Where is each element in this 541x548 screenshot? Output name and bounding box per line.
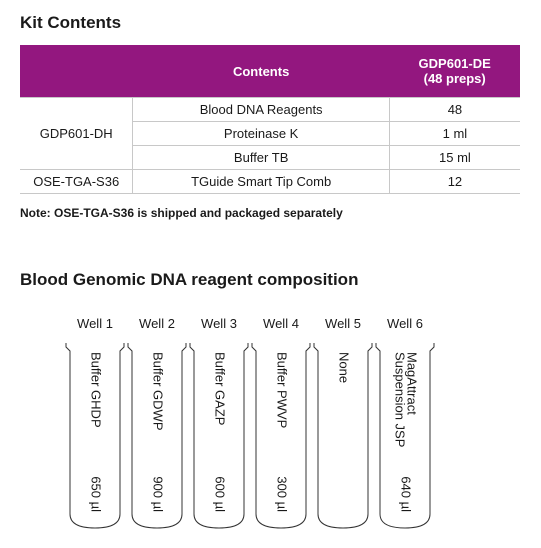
well-label: Well 1 bbox=[77, 316, 113, 331]
header-cell: GDP601-DE (48 preps) bbox=[389, 45, 520, 98]
well-content: Suspension JSP bbox=[393, 352, 408, 447]
tube bbox=[251, 343, 311, 529]
well-label: Well 2 bbox=[139, 316, 175, 331]
tube bbox=[127, 343, 187, 529]
cell: Blood DNA Reagents bbox=[132, 97, 390, 122]
wells-diagram: Well 1 Buffer GHDP 650 µl Well 2 Buffer GDWP… bbox=[65, 316, 435, 529]
well-content: MagAttract bbox=[405, 352, 420, 415]
section-title: Blood Genomic DNA reagent composition bbox=[20, 270, 359, 289]
contents-table: Contents GDP601-DE (48 preps) GDP601-DH B… bbox=[20, 45, 520, 194]
note: Note: OSE-TGA-S36 is shipped and package… bbox=[20, 206, 343, 220]
tube bbox=[313, 343, 373, 529]
well-content: None bbox=[337, 352, 352, 383]
well-volume: 650 µl bbox=[89, 476, 104, 512]
row: OSE-TGA-S36 TGuide Smart Tip Comb 12 bbox=[20, 169, 520, 194]
well-volume: 640 µl bbox=[399, 476, 414, 512]
cell: Buffer TB bbox=[132, 145, 390, 170]
tube bbox=[189, 343, 249, 529]
well-content: Buffer PWVP bbox=[275, 352, 290, 428]
cell: OSE-TGA-S36 bbox=[20, 169, 134, 194]
well-content: Buffer GAZP bbox=[213, 352, 228, 425]
well-label: Well 6 bbox=[387, 316, 423, 331]
title: Kit Contents bbox=[20, 13, 122, 32]
header-line: GDP601-DE bbox=[418, 56, 491, 71]
well-label: Well 4 bbox=[263, 316, 299, 331]
header-spacer bbox=[20, 45, 133, 98]
tube bbox=[375, 343, 435, 529]
header-line: (48 preps) bbox=[423, 71, 486, 86]
well-label: Well 3 bbox=[201, 316, 237, 331]
header-row: Contents GDP601-DE (48 preps) bbox=[20, 45, 520, 98]
header-cell: Contents bbox=[132, 45, 390, 98]
well-volume: 900 µl bbox=[151, 476, 166, 512]
well-content: Buffer GDWP bbox=[151, 352, 166, 431]
cell: TGuide Smart Tip Comb bbox=[132, 169, 390, 194]
well-content: Buffer GHDP bbox=[89, 352, 104, 428]
cell: 1 ml bbox=[388, 121, 520, 146]
well-volume: 300 µl bbox=[275, 476, 290, 512]
row: GDP601-DH Blood DNA Reagents 48 bbox=[20, 97, 520, 170]
well-volume: 600 µl bbox=[213, 476, 228, 512]
row: Proteinase K 1 ml bbox=[20, 121, 520, 146]
cell: 15 ml bbox=[388, 145, 520, 170]
tube bbox=[65, 343, 125, 529]
cell: 12 bbox=[388, 169, 520, 194]
well-label: Well 5 bbox=[325, 316, 361, 331]
cell: GDP601-DH bbox=[20, 97, 134, 170]
cell: 48 bbox=[388, 97, 520, 122]
cell: Proteinase K bbox=[132, 121, 390, 146]
